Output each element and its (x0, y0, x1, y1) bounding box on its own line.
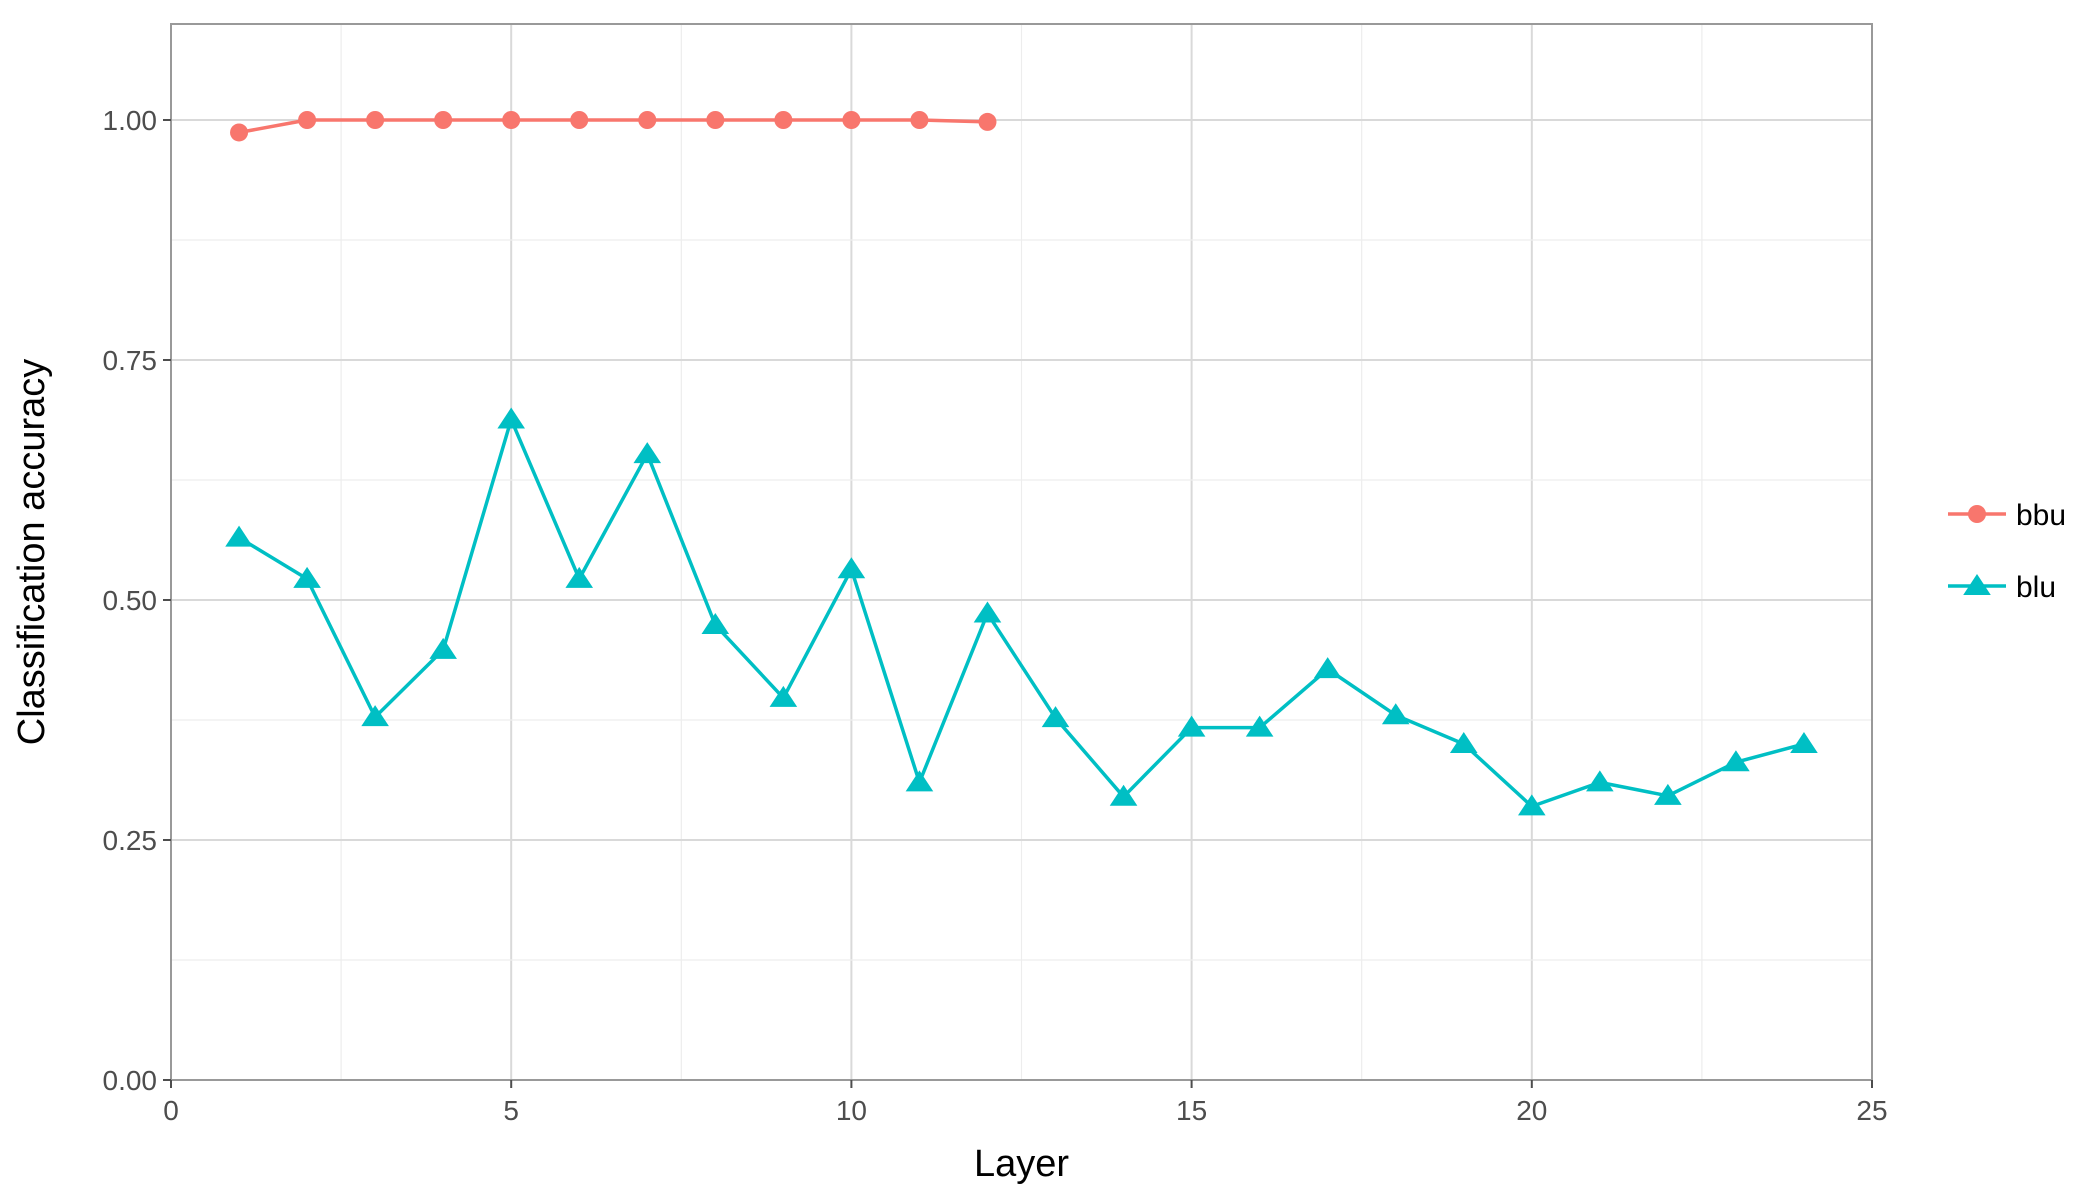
legend-key-marker (1963, 574, 1991, 595)
data-point-blu (1381, 703, 1410, 725)
y-tick-label: 0.00 (103, 1065, 158, 1096)
x-tick-label: 10 (836, 1095, 867, 1126)
data-point-blu (497, 407, 525, 429)
y-tick-label: 0.50 (103, 585, 158, 616)
data-point-blu (1313, 657, 1342, 679)
series-line-bbu (238, 118, 988, 135)
series-blu (225, 407, 1818, 816)
data-point-blu (1041, 706, 1070, 728)
data-point-blu (1245, 715, 1274, 737)
legend-key-marker (1968, 505, 1986, 523)
data-point-blu (1790, 732, 1818, 753)
data-point-blu (633, 442, 662, 464)
x-tick-label: 15 (1176, 1095, 1207, 1126)
data-point-bbu (230, 123, 249, 142)
data-point-blu (225, 525, 253, 547)
legend-item-bbu: bbu (1948, 499, 2066, 532)
data-point-bbu (774, 111, 793, 129)
data-point-bbu (706, 111, 725, 129)
data-point-bbu (298, 111, 317, 129)
data-point-blu (905, 770, 934, 792)
data-point-blu (1654, 783, 1682, 805)
y-tick-label: 0.75 (103, 345, 158, 376)
data-point-bbu (434, 111, 453, 129)
data-point-blu (973, 601, 1002, 623)
data-point-blu (1586, 770, 1614, 792)
data-point-blu (1449, 732, 1478, 753)
data-point-bbu (910, 111, 929, 129)
data-point-blu (293, 566, 321, 588)
data-point-blu (1722, 750, 1750, 772)
data-point-blu (1518, 794, 1546, 816)
y-tick-label: 0.25 (103, 825, 158, 856)
plot-border (170, 23, 1873, 1081)
data-point-blu (565, 566, 594, 588)
legend-item-blu: blu (1948, 571, 2056, 604)
y-tick-label: 1.00 (103, 105, 158, 136)
legend: bbu blu (1948, 499, 2066, 604)
data-point-blu (1177, 715, 1206, 737)
x-axis-title: Layer (974, 1143, 1069, 1185)
x-tick-label: 0 (163, 1095, 179, 1126)
data-point-bbu (502, 111, 521, 129)
data-point-blu (361, 705, 389, 727)
series-bbu (230, 111, 997, 142)
series-line-blu (238, 417, 1805, 809)
data-point-blu (1109, 784, 1138, 806)
data-point-bbu (842, 111, 861, 129)
data-point-bbu (638, 111, 657, 129)
data-point-blu (429, 637, 457, 659)
series-layer (225, 111, 1818, 816)
legend-label: bbu (2016, 499, 2066, 532)
data-point-blu (701, 612, 730, 634)
data-point-blu (769, 685, 798, 707)
y-axis-title: Classification accuracy (11, 359, 53, 745)
legend-label: blu (2016, 571, 2056, 604)
axis-ticks: 0 5 10 15 20 25 0.00 0.25 0.50 0.75 1.00 (103, 105, 1888, 1126)
data-point-bbu (366, 111, 385, 129)
x-tick-label: 25 (1856, 1095, 1887, 1126)
x-tick-label: 20 (1516, 1095, 1547, 1126)
data-point-bbu (570, 111, 589, 129)
x-tick-label: 5 (503, 1095, 519, 1126)
data-point-blu (837, 557, 866, 579)
data-point-bbu (978, 112, 997, 131)
